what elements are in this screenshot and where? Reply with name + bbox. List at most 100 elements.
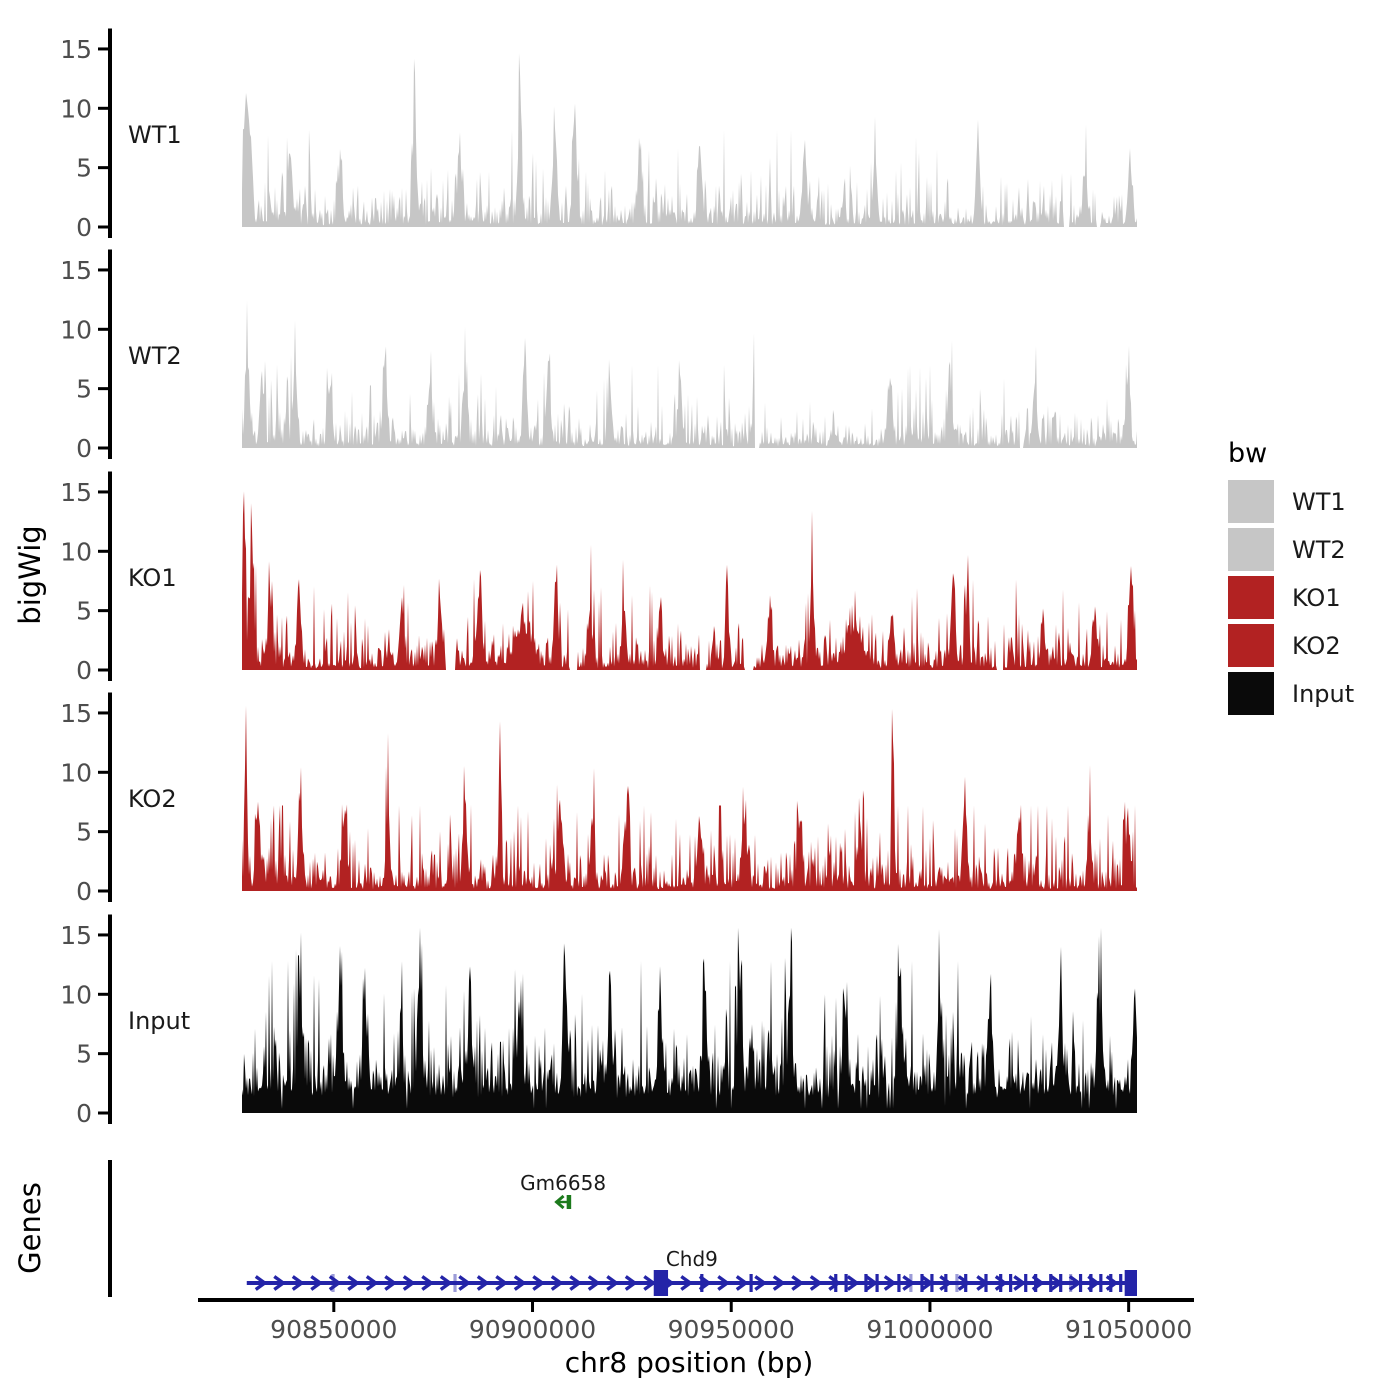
legend-swatch-KO2 [1228,624,1274,667]
gene-strand-arrow-icon [458,1275,472,1291]
gene-strand-arrow-icon [347,1275,361,1291]
gene-strand-arrow-icon [384,1275,398,1291]
legend-label-WT1: WT1 [1292,488,1346,516]
gene-exon [453,1274,457,1292]
y-tick-label: 0 [76,213,92,242]
gene-strand-arrow-icon [439,1275,453,1291]
gene-strand-arrow-icon [1013,1275,1027,1291]
gene-exon [864,1274,868,1292]
gene-exon [1089,1274,1093,1292]
gene-exon [749,1274,753,1292]
gene-strand-arrow-icon [828,1275,842,1291]
gene-label-Gm6658: Gm6658 [520,1171,606,1195]
gene-strand-arrow-icon [994,1275,1008,1291]
y-tick-label: 15 [60,699,92,728]
gene-exon [897,1274,901,1292]
gene-exon [331,1274,335,1292]
gene-strand-arrow-icon [680,1275,694,1291]
y-tick-label: 5 [76,1040,92,1069]
track-label-WT1: WT1 [128,121,182,149]
gene-exon [984,1274,988,1292]
gene-exon [875,1274,879,1292]
coverage-area-KO1 [242,491,1137,670]
x-axis-title: chr8 position (bp) [565,1346,814,1379]
gene-exon [930,1274,934,1292]
gene-strand-arrow-icon [791,1275,805,1291]
gene-exon [1059,1274,1063,1292]
gene-exon-thick [1124,1270,1137,1296]
gene-exon [844,1274,848,1292]
gene-strand-arrow-icon [883,1275,897,1291]
y-tick-label: 15 [60,256,92,285]
gene-strand-arrow-icon [550,1275,564,1291]
gene-strand-arrow-icon [273,1275,287,1291]
gene-strand-arrow-icon [328,1275,342,1291]
legend-label-WT2: WT2 [1292,536,1346,564]
gene-strand-arrow-icon [735,1275,749,1291]
gene-strand-arrow-icon [365,1275,379,1291]
legend-label-Input: Input [1292,680,1354,708]
y-tick-label: 5 [76,818,92,847]
gene-strand-arrow-icon [865,1275,879,1291]
gene-exon [1069,1274,1073,1292]
gene-strand-arrow-icon [513,1275,527,1291]
gene-exon [700,1274,704,1292]
gene-strand-arrow-icon [643,1275,657,1291]
y-tick-label: 10 [60,758,92,787]
gene-exon [1024,1274,1028,1292]
gene-strand-arrow-icon [554,1194,565,1210]
coverage-area-Input [242,927,1137,1113]
legend-label-KO2: KO2 [1292,632,1341,660]
gene-exon [955,1274,959,1292]
gene-strand-arrow-icon [846,1275,860,1291]
gene-exon [1034,1274,1038,1292]
gene-strand-arrow-icon [291,1275,305,1291]
y-tick-label: 5 [76,597,92,626]
legend-swatch-WT2 [1228,528,1274,571]
legend-label-KO1: KO1 [1292,584,1341,612]
gene-exon [1009,1274,1013,1292]
gene-strand-arrow-icon [254,1275,268,1291]
gene-exon [1049,1274,1053,1292]
gene-exon [1078,1274,1083,1292]
gene-strand-arrow-icon [476,1275,490,1291]
gene-exon [1109,1274,1113,1292]
y-tick-label: 0 [76,877,92,906]
y-tick-label: 0 [76,434,92,463]
gene-strand-arrow-icon [772,1275,786,1291]
y-axis-title: bigWig [13,525,47,624]
y-tick-label: 10 [60,980,92,1009]
x-tick-label: 90950000 [668,1315,795,1344]
y-tick-label: 15 [60,921,92,950]
gene-exon [999,1274,1003,1292]
y-tick-label: 10 [60,315,92,344]
y-tick-label: 0 [76,656,92,685]
gene-strand-arrow-icon [1068,1275,1082,1291]
y-tick-label: 10 [60,94,92,123]
x-tick-label: 90900000 [469,1315,596,1344]
gene-exon [1119,1274,1123,1292]
gene-strand-arrow-icon [939,1275,953,1291]
gene-exon [920,1274,924,1292]
genes-axis-title: Genes [13,1182,47,1274]
gene-strand-arrow-icon [402,1275,416,1291]
legend-swatch-KO1 [1228,576,1274,619]
gene-exon [909,1274,913,1292]
coverage-area-KO2 [242,705,1137,891]
legend-swatch-WT1 [1228,480,1274,523]
gene-strand-arrow-icon [587,1275,601,1291]
gene-exon [944,1274,948,1292]
track-label-KO2: KO2 [128,785,177,813]
y-tick-label: 15 [60,35,92,64]
gene-strand-arrow-icon [569,1275,583,1291]
gene-strand-arrow-icon [717,1275,731,1291]
gene-strand-arrow-icon [532,1275,546,1291]
gene-strand-arrow-icon [957,1275,971,1291]
gene-strand-arrow-icon [495,1275,509,1291]
gene-strand-arrow-icon [902,1275,916,1291]
gene-strand-arrow-icon [606,1275,620,1291]
y-tick-label: 5 [76,375,92,404]
gene-exon-thick [653,1270,669,1296]
